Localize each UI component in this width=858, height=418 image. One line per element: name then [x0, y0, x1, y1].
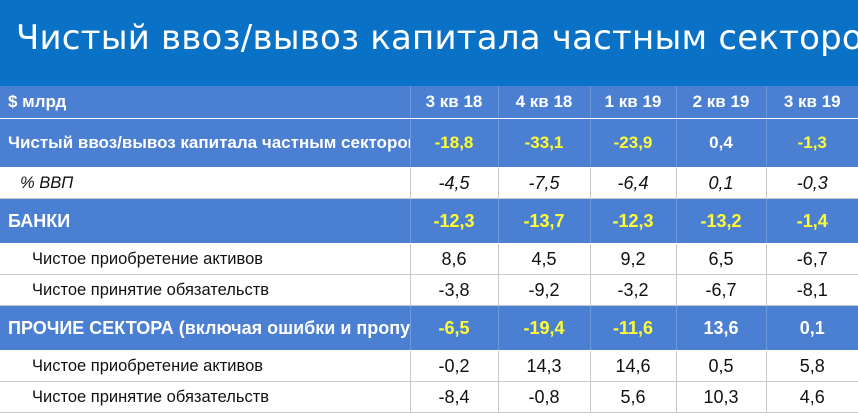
header-col-q4-18: 4 кв 18: [498, 86, 591, 119]
cell-value: -8,1: [766, 274, 858, 306]
cell-value: 5,8: [766, 350, 858, 382]
cell-value: 9,2: [590, 243, 677, 275]
cell-value: -7,5: [498, 167, 591, 199]
header-col-q1-19: 1 кв 19: [590, 86, 677, 119]
table-row-banks: БАНКИ -12,3 -13,7 -12,3 -13,2 -1,4: [0, 198, 858, 244]
cell-value: -13,7: [498, 198, 591, 244]
cell-value: 14,6: [590, 350, 677, 382]
cell-value: 0,4: [676, 118, 767, 168]
row-label: Чистое принятие обязательств: [0, 274, 411, 306]
cell-value: -23,9: [590, 118, 677, 168]
cell-value: -13,2: [676, 198, 767, 244]
cell-value: -18,8: [410, 118, 499, 168]
cell-value: 5,6: [590, 381, 677, 413]
cell-value: -6,7: [676, 274, 767, 306]
cell-value: 0,1: [676, 167, 767, 199]
cell-value: 14,3: [498, 350, 591, 382]
cell-value: -8,4: [410, 381, 499, 413]
row-label: Чистое приобретение активов: [0, 243, 411, 275]
table-row-banks-liabilities: Чистое принятие обязательств -3,8 -9,2 -…: [0, 274, 858, 306]
row-label: Чистое принятие обязательств: [0, 381, 411, 413]
row-label: ПРОЧИЕ СЕКТОРА (включая ошибки и пропуск…: [0, 305, 411, 351]
cell-value: 4,5: [498, 243, 591, 275]
cell-value: -0,8: [498, 381, 591, 413]
table-row-gdp: % ВВП -4,5 -7,5 -6,4 0,1 -0,3: [0, 167, 858, 199]
cell-value: -12,3: [410, 198, 499, 244]
cell-value: -9,2: [498, 274, 591, 306]
cell-value: -6,5: [410, 305, 499, 351]
cell-value: -1,3: [766, 118, 858, 168]
table-row-total: Чистый ввоз/вывоз капитала частным секто…: [0, 118, 858, 168]
capital-flow-table: $ млрд 3 кв 18 4 кв 18 1 кв 19 2 кв 19 3…: [0, 86, 858, 413]
cell-value: -6,7: [766, 243, 858, 275]
cell-value: -1,4: [766, 198, 858, 244]
cell-value: -0,3: [766, 167, 858, 199]
cell-value: -19,4: [498, 305, 591, 351]
header-col-q2-19: 2 кв 19: [676, 86, 767, 119]
cell-value: 4,6: [766, 381, 858, 413]
row-label: Чистое приобретение активов: [0, 350, 411, 382]
table-row-other-assets: Чистое приобретение активов -0,2 14,3 14…: [0, 350, 858, 382]
cell-value: -33,1: [498, 118, 591, 168]
cell-value: 6,5: [676, 243, 767, 275]
table-row-banks-assets: Чистое приобретение активов 8,6 4,5 9,2 …: [0, 243, 858, 275]
table-header-row: $ млрд 3 кв 18 4 кв 18 1 кв 19 2 кв 19 3…: [0, 86, 858, 119]
cell-value: -3,2: [590, 274, 677, 306]
cell-value: -6,4: [590, 167, 677, 199]
header-unit: $ млрд: [0, 86, 411, 119]
cell-value: -0,2: [410, 350, 499, 382]
header-col-q3-18: 3 кв 18: [410, 86, 499, 119]
cell-value: 8,6: [410, 243, 499, 275]
cell-value: -4,5: [410, 167, 499, 199]
cell-value: 0,5: [676, 350, 767, 382]
slide-title: Чистый ввоз/вывоз капитала частным секто…: [16, 18, 858, 58]
cell-value: -11,6: [590, 305, 677, 351]
cell-value: 10,3: [676, 381, 767, 413]
table-row-other-liabilities: Чистое принятие обязательств -8,4 -0,8 5…: [0, 381, 858, 413]
header-col-q3-19: 3 кв 19: [766, 86, 858, 119]
title-bar: Чистый ввоз/вывоз капитала частным секто…: [0, 0, 858, 86]
row-label: БАНКИ: [0, 198, 411, 244]
row-label: Чистый ввоз/вывоз капитала частным секто…: [0, 118, 411, 168]
cell-value: -12,3: [590, 198, 677, 244]
table-row-other-sectors: ПРОЧИЕ СЕКТОРА (включая ошибки и пропуск…: [0, 305, 858, 351]
cell-value: 13,6: [676, 305, 767, 351]
cell-value: -3,8: [410, 274, 499, 306]
cell-value: 0,1: [766, 305, 858, 351]
row-label: % ВВП: [0, 167, 411, 199]
